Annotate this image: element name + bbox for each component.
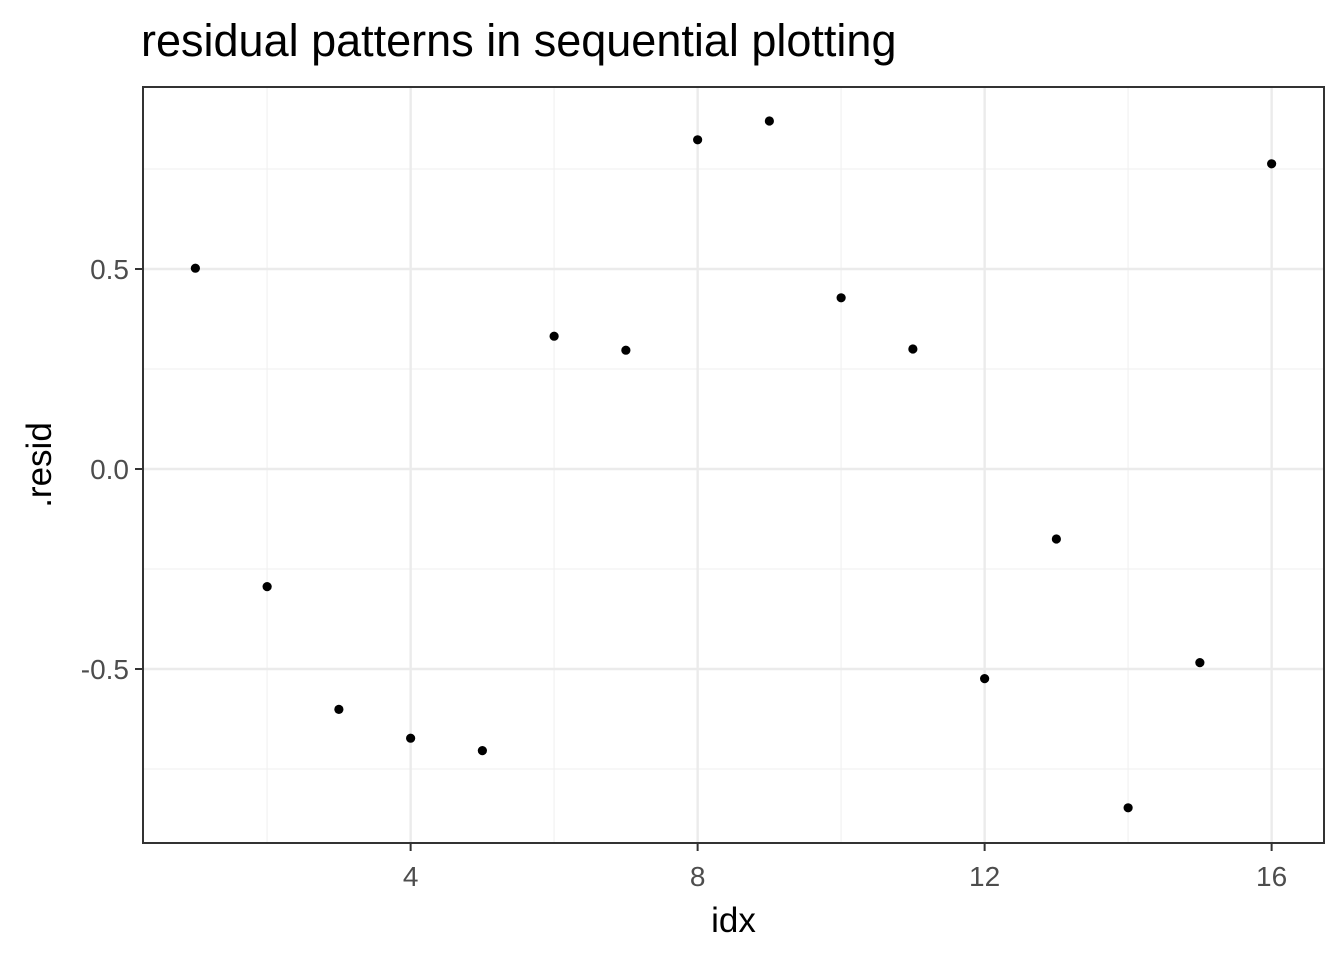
data-point (334, 704, 344, 715)
x-tick-label: 12 (969, 861, 1000, 892)
data-point (980, 674, 990, 684)
data-point (764, 116, 774, 126)
data-point (549, 331, 559, 341)
y-axis-title: .resid (20, 422, 59, 508)
data-point (1051, 534, 1061, 544)
data-point (836, 293, 846, 303)
data-point (693, 135, 703, 145)
data-point (406, 733, 416, 743)
data-point (1123, 803, 1133, 813)
x-axis-title: idx (711, 901, 756, 940)
data-point (908, 344, 918, 354)
data-point (262, 582, 272, 592)
y-tick-label: 0.5 (90, 254, 129, 285)
x-tick-label: 4 (403, 861, 419, 892)
major-gridlines (143, 87, 1324, 843)
x-axis: 4 8 12 16 (403, 843, 1287, 892)
x-tick-label: 8 (690, 861, 706, 892)
data-point (1195, 658, 1205, 668)
data-point (621, 345, 631, 355)
chart-title: residual patterns in sequential plotting (141, 15, 897, 66)
y-axis: -0.5 0.0 0.5 (81, 254, 143, 685)
minor-gridlines (143, 87, 1324, 843)
y-tick-label: -0.5 (81, 654, 129, 685)
data-point (477, 746, 487, 756)
data-points (190, 116, 1277, 813)
x-tick-label: 16 (1256, 861, 1287, 892)
y-tick-label: 0.0 (90, 454, 129, 485)
data-point (190, 263, 200, 273)
data-point (1267, 159, 1277, 169)
plot-panel-border (142, 86, 1325, 844)
